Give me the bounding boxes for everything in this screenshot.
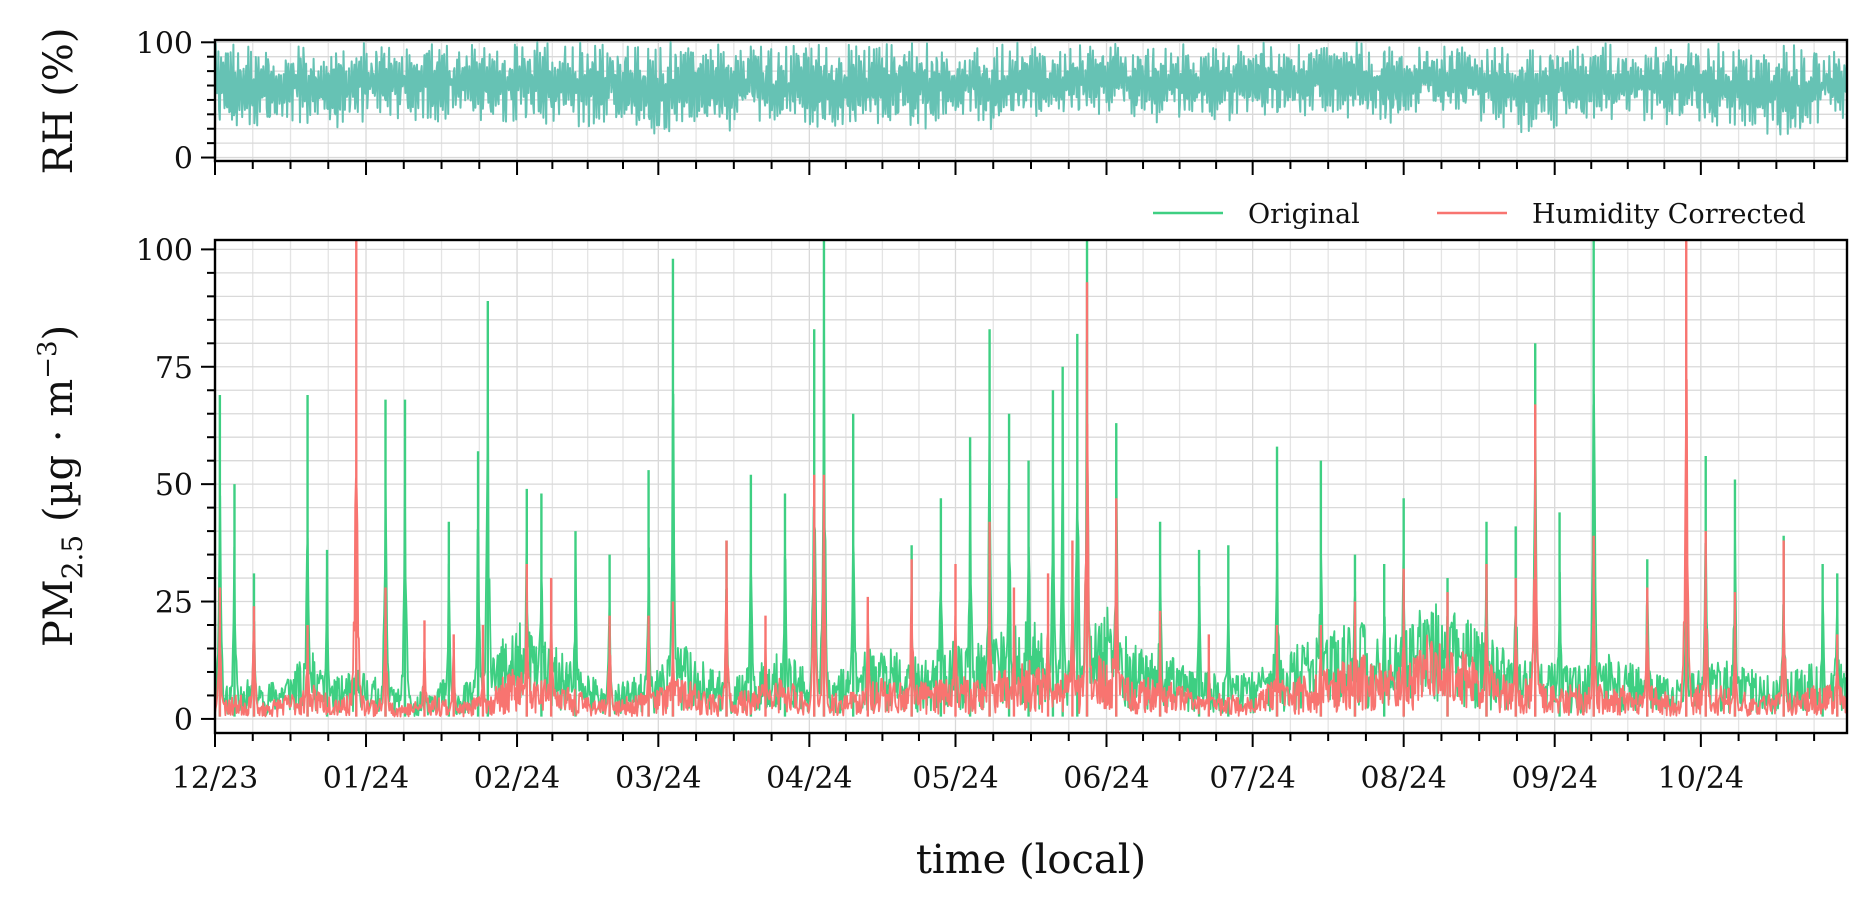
rh-panel: 0 100 RH (%)	[36, 26, 1849, 177]
pm25-y-tick-label-25: 25	[155, 586, 193, 621]
x-tick-label-01-24: 01/24	[323, 761, 409, 796]
pm25-label-main: PM	[36, 579, 82, 647]
x-tick-label-06-24: 06/24	[1063, 761, 1149, 796]
rh-y-tick-label-100: 100	[136, 26, 193, 61]
pm25-series-lines	[215, 240, 1847, 718]
pm25-y-tick-label-75: 75	[155, 351, 193, 386]
x-tick-label-03-24: 03/24	[615, 761, 701, 796]
pm25-y-axis: 0 25 50 75 100	[136, 233, 215, 738]
rh-axes-frame	[213, 38, 1849, 163]
x-tick-label-05-24: 05/24	[912, 761, 998, 796]
x-tick-label-12-23: 12/23	[172, 761, 258, 796]
legend-label-original: Original	[1248, 199, 1360, 230]
x-tick-label-08-24: 08/24	[1360, 761, 1446, 796]
rh-x-ticks	[214, 161, 1816, 175]
pm25-y-tick-label-50: 50	[155, 468, 193, 503]
pm25-label-close: )	[36, 325, 82, 341]
pm25-axes-frame	[213, 238, 1849, 735]
pm25-label-superscript: −3	[33, 340, 63, 378]
x-tick-label-09-24: 09/24	[1511, 761, 1597, 796]
x-axis-title: time (local)	[916, 837, 1146, 883]
rh-y-axis-title: RH (%)	[36, 28, 82, 175]
pm25-label-spacer	[36, 522, 82, 535]
x-tick-label-10-24: 10/24	[1658, 761, 1744, 796]
pm25-x-axis: 12/23 01/24 02/24 03/24 04/24 05/24 06/24 07/24…	[172, 733, 1816, 796]
pm25-y-tick-label-0: 0	[174, 703, 193, 738]
pm25-panel: 0 25 50 75 100 12/23 01/24 02/24 03/24 04/24 05/2…	[33, 199, 1849, 883]
pm25-label-units: (µg · m	[36, 379, 82, 522]
rh-y-tick-label-0: 0	[174, 142, 193, 177]
rh-series-line	[215, 41, 1847, 136]
pm25-line-humidity-corrected	[215, 378, 1847, 718]
x-tick-label-04-24: 04/24	[766, 761, 852, 796]
rh-y-axis: 0 100	[136, 26, 215, 177]
pm25-y-axis-title: PM2.5 (µg · m−3)	[33, 325, 89, 647]
legend-label-humidity-corrected: Humidity Corrected	[1532, 199, 1806, 230]
rh-line	[215, 41, 1847, 136]
x-tick-label-07-24: 07/24	[1209, 761, 1295, 796]
legend: Original Humidity Corrected	[1153, 199, 1806, 230]
x-tick-label-02-24: 02/24	[474, 761, 560, 796]
pm25-label-subscript: 2.5	[56, 535, 89, 580]
pm25-y-tick-label-100: 100	[136, 233, 193, 268]
